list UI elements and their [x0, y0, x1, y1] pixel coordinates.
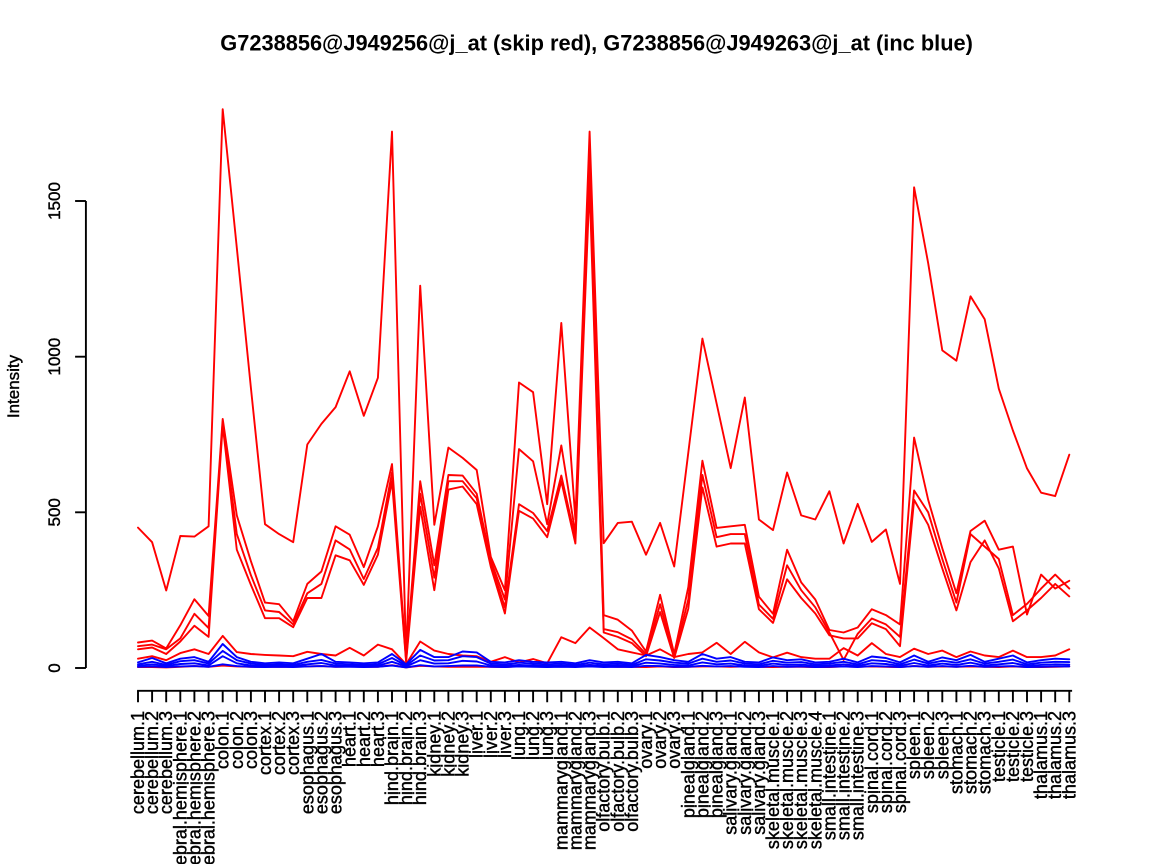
svg-text:kidney.3: kidney.3: [453, 711, 473, 777]
svg-text:cortex.3: cortex.3: [283, 711, 303, 775]
svg-text:skeletal.muscle.4: skeletal.muscle.4: [805, 711, 825, 849]
svg-text:kidney.2: kidney.2: [438, 711, 458, 777]
svg-text:pinealgland.2: pinealgland.2: [692, 711, 712, 818]
svg-text:salivary.gland.1: salivary.gland.1: [721, 711, 741, 835]
svg-text:testicle.1: testicle.1: [989, 711, 1009, 782]
svg-text:spinal.cord.2: spinal.cord.2: [876, 711, 896, 813]
svg-text:olfactory.bulb.2: olfactory.bulb.2: [608, 711, 628, 832]
svg-text:ovary.1: ovary.1: [636, 711, 656, 769]
svg-text:lung.3: lung.3: [537, 711, 557, 760]
svg-text:stomach.3: stomach.3: [975, 711, 995, 794]
svg-text:skeletal.muscle.2: skeletal.muscle.2: [777, 711, 797, 849]
svg-text:spleen.2: spleen.2: [918, 711, 938, 779]
svg-text:spinal.cord.3: spinal.cord.3: [890, 711, 910, 813]
svg-text:1500: 1500: [45, 182, 64, 220]
svg-text:testicle.2: testicle.2: [1003, 711, 1023, 782]
svg-text:lung.1: lung.1: [509, 711, 529, 760]
svg-text:hind.brain.2: hind.brain.2: [396, 711, 416, 805]
svg-text:pinealgland.1: pinealgland.1: [678, 711, 698, 818]
svg-text:cerebral.hemisphere.1: cerebral.hemisphere.1: [170, 711, 190, 864]
svg-text:spleen.3: spleen.3: [932, 711, 952, 779]
svg-text:cerebellum.2: cerebellum.2: [142, 711, 162, 814]
svg-text:thalamus.1: thalamus.1: [1031, 711, 1051, 799]
svg-text:hind.brain.3: hind.brain.3: [410, 711, 430, 805]
svg-text:olfactory.bulb.1: olfactory.bulb.1: [594, 711, 614, 832]
svg-text:thalamus.3: thalamus.3: [1059, 711, 1079, 799]
svg-text:salivary.gland.2: salivary.gland.2: [735, 711, 755, 835]
svg-text:thalamus.2: thalamus.2: [1045, 711, 1065, 799]
svg-text:Intensity: Intensity: [4, 354, 23, 418]
svg-text:cerebral.hemisphere.3: cerebral.hemisphere.3: [199, 711, 219, 864]
svg-text:heart.3: heart.3: [368, 711, 388, 767]
svg-text:mammarygland.1: mammarygland.1: [551, 711, 571, 850]
svg-text:cortex.1: cortex.1: [255, 711, 275, 775]
svg-text:esophagus.2: esophagus.2: [311, 711, 331, 814]
svg-text:spleen.1: spleen.1: [904, 711, 924, 779]
svg-text:colon.1: colon.1: [213, 711, 233, 769]
svg-text:cerebral.hemisphere.2: cerebral.hemisphere.2: [184, 711, 204, 864]
svg-text:colon.2: colon.2: [227, 711, 247, 769]
svg-text:esophagus.1: esophagus.1: [297, 711, 317, 814]
svg-text:hind.brain.1: hind.brain.1: [382, 711, 402, 805]
svg-text:liver.2: liver.2: [481, 711, 501, 758]
svg-text:testicle.3: testicle.3: [1017, 711, 1037, 782]
svg-text:mammarygland.2: mammarygland.2: [565, 711, 585, 850]
svg-text:mammarygland.3: mammarygland.3: [580, 711, 600, 850]
svg-text:500: 500: [45, 498, 64, 526]
svg-text:lung.2: lung.2: [523, 711, 543, 760]
svg-text:heart.2: heart.2: [354, 711, 374, 767]
svg-text:olfactory.bulb.3: olfactory.bulb.3: [622, 711, 642, 832]
svg-text:cortex.2: cortex.2: [269, 711, 289, 775]
svg-text:small.intestine.2: small.intestine.2: [834, 711, 854, 840]
svg-text:cerebellum.3: cerebellum.3: [156, 711, 176, 814]
svg-text:spinal.cord.1: spinal.cord.1: [862, 711, 882, 813]
svg-text:esophagus.3: esophagus.3: [326, 711, 346, 814]
svg-text:ovary.2: ovary.2: [650, 711, 670, 769]
svg-text:0: 0: [45, 663, 64, 672]
svg-text:stomach.2: stomach.2: [961, 711, 981, 794]
svg-text:heart.1: heart.1: [340, 711, 360, 767]
svg-text:1000: 1000: [45, 338, 64, 376]
svg-text:skeletal.muscle.1: skeletal.muscle.1: [763, 711, 783, 849]
svg-text:G7238856@J949256@j_at (skip re: G7238856@J949256@j_at (skip red), G72388…: [220, 31, 973, 56]
svg-text:kidney.1: kidney.1: [424, 711, 444, 777]
svg-text:small.intestine.3: small.intestine.3: [848, 711, 868, 840]
svg-text:small.intestine.1: small.intestine.1: [819, 711, 839, 840]
svg-text:liver.3: liver.3: [495, 711, 515, 758]
svg-text:pinealgland.3: pinealgland.3: [707, 711, 727, 818]
svg-text:colon.3: colon.3: [241, 711, 261, 769]
svg-text:liver.1: liver.1: [467, 711, 487, 758]
svg-text:cerebellum.1: cerebellum.1: [128, 711, 148, 814]
svg-text:skeletal.muscle.3: skeletal.muscle.3: [791, 711, 811, 849]
svg-text:stomach.1: stomach.1: [946, 711, 966, 794]
svg-text:ovary.3: ovary.3: [664, 711, 684, 769]
svg-text:salivary.gland.3: salivary.gland.3: [749, 711, 769, 835]
